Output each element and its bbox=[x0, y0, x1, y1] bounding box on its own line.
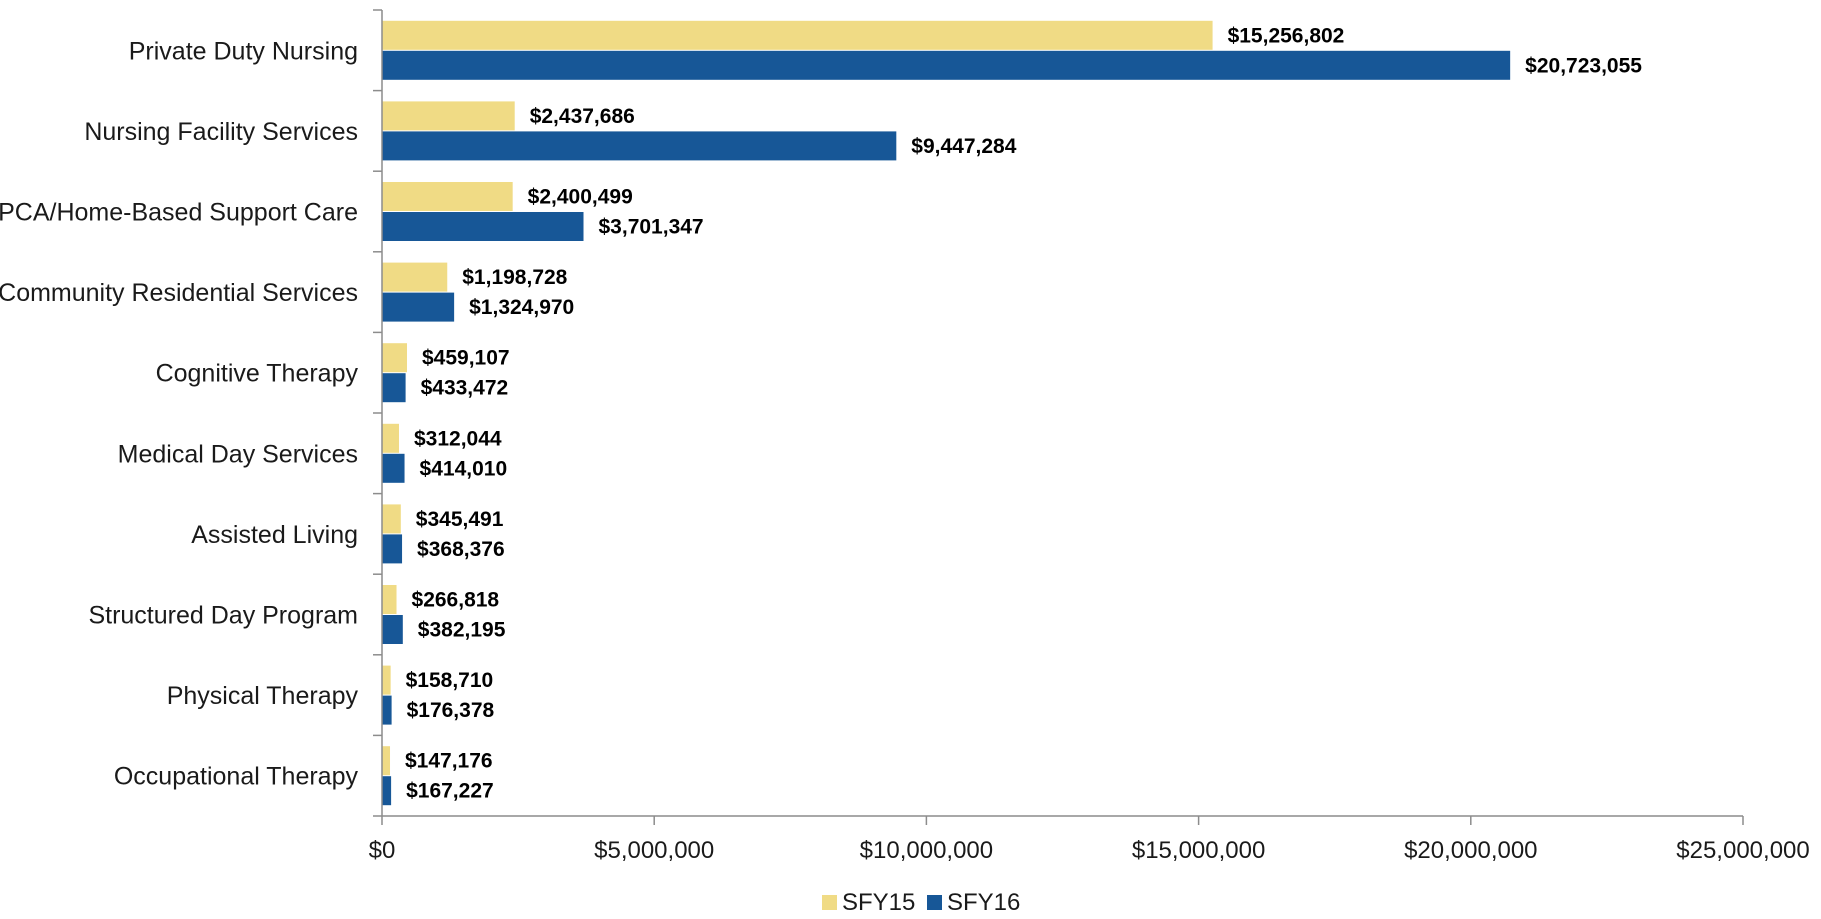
data-label-sfy16-8: $176,378 bbox=[407, 699, 495, 722]
legend-label-sfy15: SFY15 bbox=[842, 889, 915, 916]
x-tick-label-2: $10,000,000 bbox=[860, 837, 993, 864]
data-label-sfy15-4: $459,107 bbox=[422, 347, 510, 370]
legend-label-sfy16: SFY16 bbox=[947, 889, 1020, 916]
bar-sfy15-7 bbox=[382, 585, 397, 614]
labels-layer: $15,256,802 $20,723,055 Private Duty Nursi… bbox=[0, 24, 1810, 864]
data-label-sfy15-0: $15,256,802 bbox=[1228, 24, 1345, 47]
bar-sfy16-6 bbox=[382, 534, 403, 564]
data-label-sfy16-7: $382,195 bbox=[418, 619, 506, 642]
legend: SFY15 SFY16 bbox=[822, 889, 1020, 916]
bar-sfy15-3 bbox=[382, 262, 448, 292]
bar-sfy15-9 bbox=[382, 746, 391, 776]
data-label-sfy15-5: $312,044 bbox=[414, 427, 502, 450]
axes-layer bbox=[373, 9, 1744, 825]
category-label-1: Nursing Facility Services bbox=[84, 118, 358, 146]
bar-sfy16-2 bbox=[382, 212, 584, 241]
legend-swatch-sfy16 bbox=[927, 895, 942, 910]
category-label-4: Cognitive Therapy bbox=[156, 360, 359, 388]
data-label-sfy16-5: $414,010 bbox=[420, 457, 508, 480]
bar-sfy15-5 bbox=[382, 423, 399, 453]
category-label-9: Occupational Therapy bbox=[114, 763, 359, 791]
bar-sfy15-1 bbox=[382, 101, 515, 131]
category-label-7: Structured Day Program bbox=[88, 602, 358, 630]
data-label-sfy15-3: $1,198,728 bbox=[462, 266, 567, 289]
data-label-sfy16-6: $368,376 bbox=[417, 538, 505, 561]
bar-sfy15-0 bbox=[382, 20, 1213, 50]
data-label-sfy16-0: $20,723,055 bbox=[1525, 54, 1642, 77]
category-label-2: PCA/Home-Based Support Care bbox=[0, 199, 358, 227]
category-label-6: Assisted Living bbox=[191, 521, 358, 549]
bar-sfy16-3 bbox=[382, 292, 455, 322]
legend-swatch-sfy15 bbox=[822, 895, 837, 910]
bar-sfy16-1 bbox=[382, 131, 897, 161]
data-label-sfy16-4: $433,472 bbox=[421, 377, 509, 400]
data-label-sfy15-7: $266,818 bbox=[412, 589, 500, 612]
data-label-sfy16-2: $3,701,347 bbox=[599, 216, 704, 239]
bars-layer bbox=[382, 20, 1511, 806]
category-label-3: Community Residential Services bbox=[0, 279, 358, 307]
bar-sfy15-8 bbox=[382, 665, 391, 695]
x-tick-label-1: $5,000,000 bbox=[594, 837, 714, 864]
bar-sfy15-2 bbox=[382, 182, 513, 211]
bar-sfy16-4 bbox=[382, 373, 406, 403]
bar-sfy16-7 bbox=[382, 615, 403, 644]
category-label-0: Private Duty Nursing bbox=[129, 37, 358, 65]
bar-sfy16-0 bbox=[382, 50, 1511, 80]
data-label-sfy16-1: $9,447,284 bbox=[911, 135, 1016, 158]
category-label-5: Medical Day Services bbox=[118, 440, 358, 468]
category-label-8: Physical Therapy bbox=[167, 682, 359, 710]
x-tick-label-0: $0 bbox=[369, 837, 396, 864]
data-label-sfy16-3: $1,324,970 bbox=[469, 296, 574, 319]
data-label-sfy15-9: $147,176 bbox=[405, 750, 493, 773]
bar-sfy15-4 bbox=[382, 343, 407, 373]
data-label-sfy15-2: $2,400,499 bbox=[528, 186, 633, 209]
data-label-sfy15-1: $2,437,686 bbox=[530, 105, 635, 128]
data-label-sfy15-8: $158,710 bbox=[406, 669, 494, 692]
x-tick-label-3: $15,000,000 bbox=[1132, 837, 1265, 864]
bar-sfy16-9 bbox=[382, 776, 392, 806]
x-tick-label-4: $20,000,000 bbox=[1404, 837, 1537, 864]
bar-sfy15-6 bbox=[382, 504, 401, 534]
bar-sfy16-5 bbox=[382, 453, 405, 483]
data-label-sfy15-6: $345,491 bbox=[416, 508, 504, 531]
data-label-sfy16-9: $167,227 bbox=[406, 780, 494, 803]
x-tick-label-5: $25,000,000 bbox=[1676, 837, 1809, 864]
bar-sfy16-8 bbox=[382, 695, 392, 725]
